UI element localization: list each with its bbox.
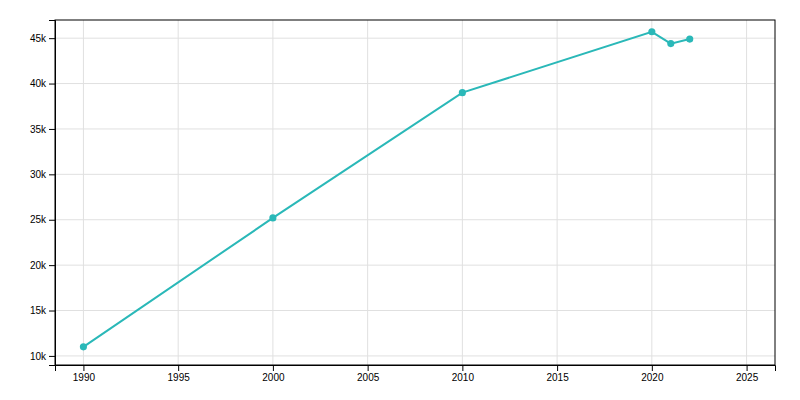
grid-line-x: [367, 20, 368, 365]
grid: [55, 20, 775, 365]
y-axis-line: [49, 21, 56, 366]
y-tick: 20k: [30, 260, 55, 271]
x-tick: 2025: [736, 365, 759, 383]
grid-line-y: [55, 219, 775, 220]
y-tick-label: 45k: [30, 33, 47, 44]
x-tick: 1990: [73, 365, 96, 383]
grid-line-x: [557, 20, 558, 365]
x-tick-label: 2000: [262, 372, 285, 383]
y-tick: 40k: [30, 78, 55, 89]
grid-line-x: [178, 20, 179, 365]
marker: [686, 35, 693, 42]
y-tick-mark: [49, 84, 55, 85]
y-axis: 10k 15k 20k 25k 30k 35k 40k 45k: [30, 21, 56, 366]
y-tick-label: 10k: [30, 351, 47, 362]
y-tick-mark: [49, 129, 55, 130]
y-tick: 30k: [30, 169, 55, 180]
y-tick-mark: [49, 174, 55, 175]
x-tick: 2005: [357, 365, 380, 383]
y-tick-label: 40k: [30, 78, 47, 89]
grid-line-x: [83, 20, 84, 365]
marker: [667, 40, 674, 47]
x-tick-mark: [747, 365, 748, 371]
x-tick-mark: [652, 365, 653, 371]
grid-line-y: [55, 38, 775, 39]
y-tick: 35k: [30, 124, 55, 135]
y-tick: 10k: [30, 351, 55, 362]
x-tick-mark: [178, 365, 179, 371]
x-tick: 2020: [641, 365, 664, 383]
x-tick-mark: [83, 365, 84, 371]
y-tick-label: 25k: [30, 214, 47, 225]
x-axis-line: [56, 366, 776, 372]
grid-line-y: [55, 128, 775, 129]
y-tick-mark: [49, 38, 55, 39]
grid-line-y: [55, 310, 775, 311]
plot: 1990 1995 2000 2005 2010 2015 2020 2025 10k 15k 20…: [30, 20, 776, 383]
grid-line-y: [55, 265, 775, 266]
x-tick: 2000: [262, 365, 285, 383]
y-tick-label: 15k: [30, 305, 47, 316]
grid-line-x: [462, 20, 463, 365]
line: [83, 32, 689, 347]
y-tick-label: 35k: [30, 124, 47, 135]
y-tick-label: 20k: [30, 260, 47, 271]
marker: [269, 214, 276, 221]
data: [80, 28, 693, 350]
x-tick: 2010: [452, 365, 475, 383]
y-tick: 15k: [30, 305, 55, 316]
x-tick-label: 1995: [168, 372, 191, 383]
x-tick-mark: [557, 365, 558, 371]
y-tick-label: 30k: [30, 169, 47, 180]
marker: [80, 343, 87, 350]
x-tick-label: 2015: [546, 372, 569, 383]
y-tick-mark: [49, 356, 55, 357]
x-tick-label: 2025: [736, 372, 759, 383]
grid-line-y: [55, 83, 775, 84]
x-axis: 1990 1995 2000 2005 2010 2015 2020 2025: [56, 365, 776, 383]
x-tick-mark: [273, 365, 274, 371]
marker: [648, 28, 655, 35]
plot-frame: [55, 20, 775, 365]
y-tick-mark: [49, 220, 55, 221]
x-tick-label: 1990: [73, 372, 96, 383]
y-tick: 25k: [30, 214, 55, 225]
x-tick-label: 2005: [357, 372, 380, 383]
grid-line-x: [272, 20, 273, 365]
grid-line-y: [55, 174, 775, 175]
x-tick-mark: [462, 365, 463, 371]
y-tick-mark: [49, 311, 55, 312]
x-tick: 1995: [168, 365, 191, 383]
x-tick-mark: [368, 365, 369, 371]
y-tick: 45k: [30, 33, 55, 44]
chart: 1990 1995 2000 2005 2010 2015 2020 2025 10k 15k 20…: [0, 0, 800, 400]
x-tick-label: 2010: [452, 372, 475, 383]
marker: [459, 89, 466, 96]
y-tick-mark: [49, 265, 55, 266]
grid-line-y: [55, 355, 775, 356]
x-tick-label: 2020: [641, 372, 664, 383]
grid-line-x: [746, 20, 747, 365]
grid-line-x: [651, 20, 652, 365]
x-tick: 2015: [546, 365, 569, 383]
